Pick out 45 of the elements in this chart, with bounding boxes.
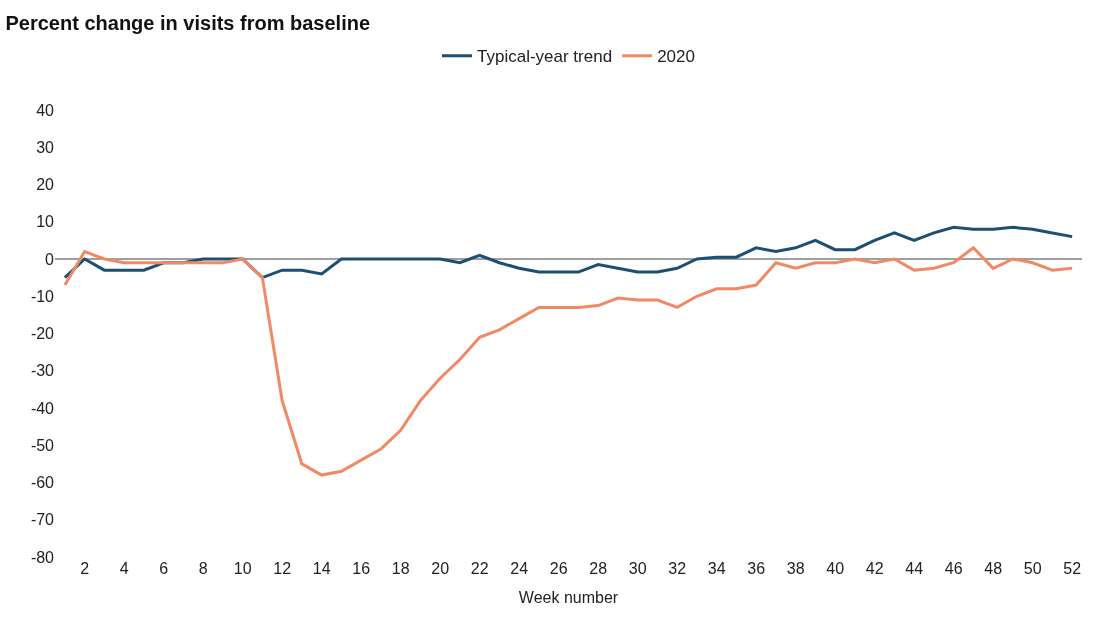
x-tick-label: 42 [865, 560, 884, 577]
x-tick-label: 2 [80, 560, 90, 577]
x-tick-label: 4 [119, 560, 129, 577]
y-tick-label: -40 [30, 399, 55, 417]
line-series [63, 225, 1074, 280]
x-tick-label: 30 [628, 560, 647, 577]
x-tick-label: 8 [198, 560, 208, 577]
y-tick-label: -60 [30, 474, 55, 492]
x-axis-title: Week number [518, 588, 619, 606]
y-tick-label: -10 [30, 287, 55, 305]
x-tick-label: 12 [273, 560, 292, 577]
y-tick-label: -70 [30, 511, 55, 529]
x-tick-label: 14 [312, 560, 331, 577]
x-tick-label: 32 [668, 560, 687, 577]
x-tick-label: 26 [549, 560, 568, 577]
y-tick-label: -50 [30, 436, 55, 454]
x-tick-label: 10 [233, 560, 252, 577]
x-tick-label: 6 [159, 560, 169, 577]
x-tick-label: 20 [431, 560, 450, 577]
x-tick-label: 52 [1063, 560, 1082, 577]
x-tick-label: 36 [747, 560, 766, 577]
x-tick-label: 24 [510, 560, 529, 577]
line-series [63, 246, 1074, 477]
x-tick-label: 28 [589, 560, 608, 577]
x-tick-label: 48 [984, 560, 1003, 577]
x-tick-label: 18 [391, 560, 410, 577]
legend-label: 2020 [657, 47, 695, 67]
x-tick-label: 40 [826, 560, 845, 577]
y-tick-label: -30 [30, 362, 55, 380]
y-tick-label: 40 [36, 101, 55, 119]
x-tick-label: 50 [1023, 560, 1042, 577]
x-tick-label: 16 [352, 560, 371, 577]
x-tick-label: 34 [707, 560, 726, 577]
x-tick-label: 44 [905, 560, 924, 577]
y-tick-label: 10 [36, 213, 55, 231]
x-tick-label: 22 [470, 560, 489, 577]
y-tick-label: 0 [45, 250, 55, 268]
legend-label: Typical-year trend [477, 47, 613, 67]
y-tick-label: -20 [30, 325, 55, 343]
x-tick-label: 46 [944, 560, 963, 577]
x-tick-label: 38 [786, 560, 805, 577]
chart-title: Percent change in visits from baseline [5, 11, 371, 34]
y-tick-label: 30 [36, 138, 55, 156]
y-tick-label: -80 [30, 548, 55, 566]
y-tick-label: 20 [36, 176, 55, 194]
